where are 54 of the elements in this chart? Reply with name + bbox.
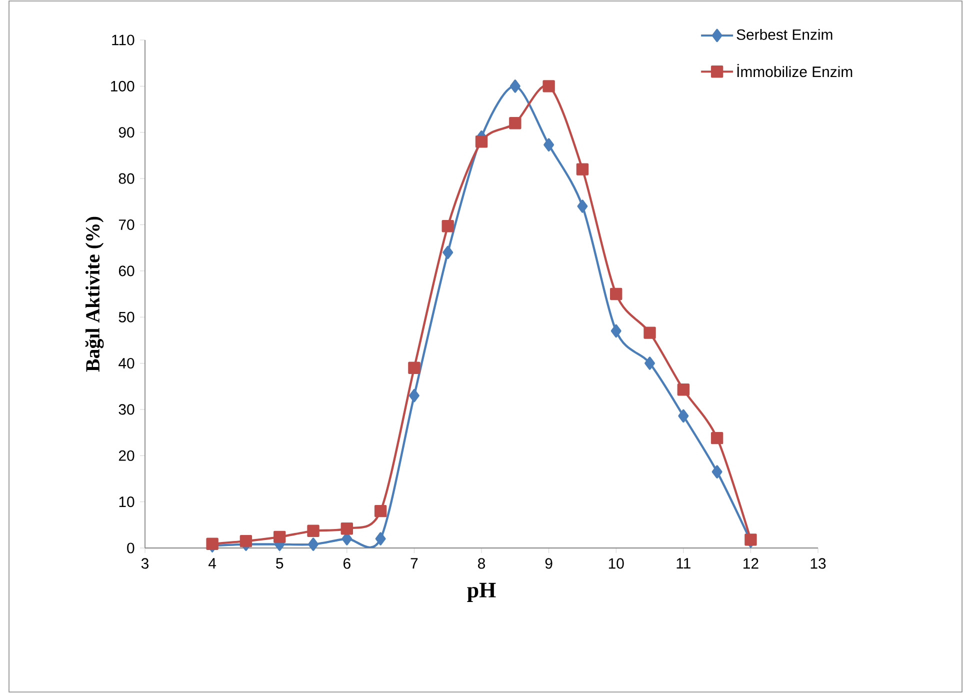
y-tick-label: 20 — [118, 450, 134, 461]
point — [644, 326, 656, 339]
point — [408, 389, 420, 402]
point — [307, 524, 320, 538]
point — [308, 538, 318, 551]
y-tick-label: 60 — [118, 266, 134, 276]
legend-label: Serbest Enzim — [736, 28, 832, 40]
point — [710, 432, 724, 444]
x-tick-label: 8 — [478, 558, 486, 569]
x-tick-label: 4 — [208, 558, 216, 568]
point — [206, 538, 218, 550]
y-tick-label: 30 — [118, 404, 134, 415]
x-tick-label: 7 — [410, 558, 418, 568]
y-tick-label: 50 — [118, 312, 134, 322]
point — [442, 246, 454, 260]
point — [712, 465, 722, 478]
x-tick-label: 13 — [810, 558, 826, 569]
y-tick-label: 80 — [118, 173, 134, 184]
point — [644, 356, 655, 370]
y-tick-label: 10 — [119, 496, 134, 508]
y-axis-title: Bağıl Aktivite (%) — [85, 216, 104, 372]
point — [577, 200, 588, 213]
x-tick-label: 6 — [344, 558, 350, 569]
x-tick-label: 3 — [141, 558, 148, 569]
point — [542, 80, 555, 92]
x-tick-label: 11 — [676, 558, 690, 568]
point — [678, 409, 689, 423]
x-tick-label: 10 — [608, 558, 624, 569]
y-tick-label: 70 — [118, 219, 134, 230]
legend-label: İmmobilize Enzim — [737, 64, 852, 78]
x-tick-label: 12 — [744, 558, 758, 569]
x-tick-label: 9 — [545, 558, 552, 569]
point — [374, 504, 387, 518]
point — [576, 163, 589, 176]
y-tick-label: 110 — [112, 34, 134, 46]
point — [340, 522, 353, 535]
point — [677, 383, 690, 396]
point — [544, 138, 554, 152]
point — [442, 220, 454, 232]
point — [610, 324, 622, 338]
point — [240, 534, 252, 548]
point — [475, 135, 488, 148]
y-tick-label: 100 — [111, 80, 134, 92]
y-tick-label: 90 — [118, 127, 134, 138]
x-axis-title: pH — [467, 582, 496, 602]
point — [408, 362, 420, 374]
y-tick-label: 40 — [118, 358, 134, 369]
point — [610, 288, 622, 300]
point — [375, 532, 386, 546]
y-tick-label: 0 — [127, 542, 134, 554]
x-tick-label: 5 — [276, 558, 284, 569]
point — [274, 530, 286, 544]
point — [509, 117, 522, 130]
point — [510, 80, 520, 93]
